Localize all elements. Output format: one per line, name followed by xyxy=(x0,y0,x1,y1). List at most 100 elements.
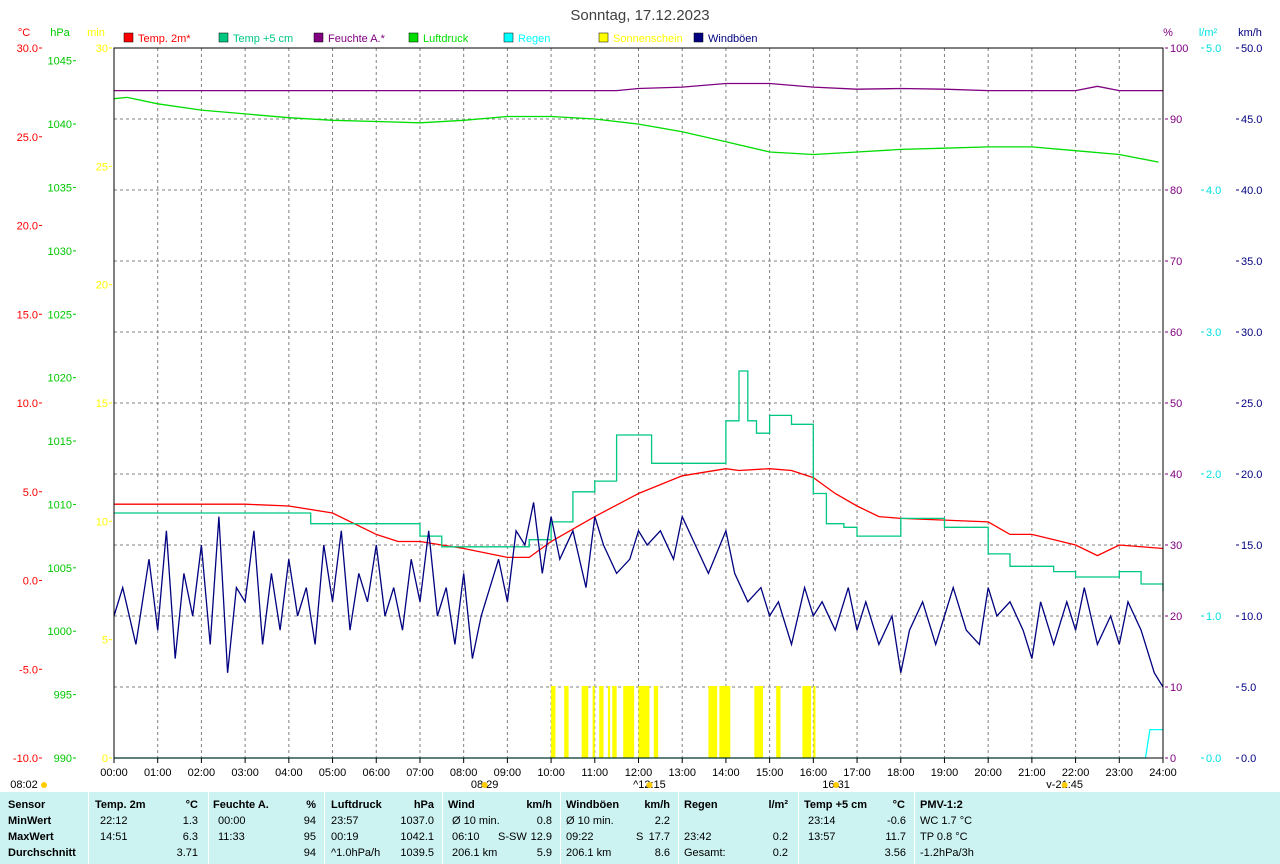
stats-column-separator xyxy=(324,792,325,864)
x-tick-label: 10:00 xyxy=(537,767,565,779)
humidity-value: 94 xyxy=(303,847,316,859)
wind-tick-label: 0.0 xyxy=(1241,753,1256,765)
stats-row-label: MinWert xyxy=(8,815,52,827)
sunshine-bar xyxy=(564,686,569,758)
series-line-feuchte-a- xyxy=(114,82,1163,92)
pressure-tick-label: 1045 xyxy=(48,56,72,68)
rain-label: 23:42 xyxy=(684,831,712,843)
temp-tick-label: -10.0 xyxy=(13,753,38,765)
temp-tick-label: 20.0 xyxy=(17,221,38,233)
series-line-temp-5-cm xyxy=(114,370,1164,592)
legend-swatch xyxy=(408,32,419,43)
gust-label: 206.1 km xyxy=(566,847,612,859)
sunshine-bar xyxy=(708,686,718,758)
stats-row: MaxWert 14:51 6.3 11:33 95 00:19 1042.1 06:10 S-… xyxy=(0,831,1280,847)
temp5-time: 23:14 xyxy=(808,815,836,827)
sunshine-bar xyxy=(612,686,617,758)
sunshine-bar xyxy=(607,686,611,758)
x-tick-label: 09:00 xyxy=(494,767,522,779)
rain-tick-label: 1.0 xyxy=(1206,611,1221,623)
pressure-tick-label: 1030 xyxy=(48,246,72,258)
legend-label: Regen xyxy=(518,33,550,45)
pressure-time: 00:19 xyxy=(331,831,359,843)
stats-column-separator xyxy=(442,792,443,864)
stats-column-separator xyxy=(914,792,915,864)
time-marks: 08:0208:29^12:1516:31v-21:45 xyxy=(10,779,1083,791)
pressure-time: ^1.0hPa/h xyxy=(331,847,381,859)
x-tick-label: 01:00 xyxy=(144,767,172,779)
temp-value: 3.71 xyxy=(176,847,198,859)
x-tick-label: 00:00 xyxy=(100,767,128,779)
sunshine-axis-unit: min xyxy=(87,27,105,39)
time-mark-label: 08:02 xyxy=(10,779,38,791)
rain-tick-label: 5.0 xyxy=(1206,43,1221,55)
wind-tick-label: 10.0 xyxy=(1241,611,1262,623)
wind-tick-label: 45.0 xyxy=(1241,114,1262,126)
x-tick-label: 11:00 xyxy=(581,767,608,779)
axes-labels: °C 30.0 25.0 20.0 15.0 10.0 5.0 0.0 -5.0 -10.0 hPa… xyxy=(13,27,1263,779)
legend-swatch xyxy=(313,32,324,43)
pressure-tick-label: 1015 xyxy=(48,436,72,448)
gust-value: 8.6 xyxy=(654,847,670,859)
stats-header-unit: l/m² xyxy=(768,799,788,811)
humidity-value: 95 xyxy=(303,831,316,843)
x-tick-label: 02:00 xyxy=(188,767,216,779)
time-mark-dot xyxy=(481,782,488,788)
legend-label: Windböen xyxy=(708,33,758,45)
stats-header-label: Temp. 2m xyxy=(95,799,146,811)
chart-title: Sonntag, 17.12.2023 xyxy=(570,7,709,24)
rain-tick-label: 4.0 xyxy=(1206,185,1221,197)
legend-swatch xyxy=(123,32,134,43)
temp-tick-label: 0.0 xyxy=(23,576,38,588)
legend: Temp. 2m* Temp +5 cm Feuchte A.* Luftdruck R… xyxy=(123,32,758,45)
rain-value: 0.2 xyxy=(772,831,788,843)
stats-row-label: Durchschnitt xyxy=(8,847,76,859)
wind-value: 5.9 xyxy=(536,847,552,859)
wind-value: 12.9 xyxy=(530,831,552,843)
temp5-value: 11.7 xyxy=(885,831,906,843)
rain-label: Gesamt: xyxy=(684,847,726,859)
rain-value: 0.2 xyxy=(772,847,788,859)
pressure-tick-label: 1005 xyxy=(48,563,72,575)
gust-value: 2.2 xyxy=(654,815,670,827)
pressure-axis-unit: hPa xyxy=(50,27,70,39)
series-line-windb-en xyxy=(113,502,1164,688)
gust-label: Ø 10 min. xyxy=(566,815,614,827)
sunshine-bar xyxy=(581,686,589,758)
temp-time: 22:12 xyxy=(100,815,128,827)
sunshine-bar xyxy=(813,686,816,758)
temp-value: 1.3 xyxy=(182,815,198,827)
temp-tick-label: 30.0 xyxy=(17,43,38,55)
temp-tick-label: 25.0 xyxy=(17,132,38,144)
x-tick-label: 14:00 xyxy=(712,767,740,779)
series-line-luftdruck xyxy=(113,96,1159,163)
humidity-tick-label: 50 xyxy=(1170,398,1182,410)
sunshine-bar xyxy=(623,686,635,758)
wind-label: 06:10 xyxy=(452,831,480,843)
pressure-tick-label: 1000 xyxy=(48,626,72,638)
stats-header-label: PMV-1:2 xyxy=(920,799,963,811)
temp-value: 6.3 xyxy=(182,831,198,843)
gust-label: 09:22 xyxy=(566,831,594,843)
humidity-tick-label: 30 xyxy=(1170,540,1182,552)
x-tick-label: 08:00 xyxy=(450,767,478,779)
pressure-tick-label: 1020 xyxy=(48,373,72,385)
humidity-time: 00:00 xyxy=(218,815,246,827)
x-tick-label: 19:00 xyxy=(931,767,959,779)
rain-tick-label: 2.0 xyxy=(1206,469,1221,481)
sunshine-bar xyxy=(638,686,650,758)
time-mark-dot xyxy=(833,782,840,788)
sunshine-tick-label: 20 xyxy=(96,280,108,292)
humidity-tick-label: 20 xyxy=(1170,611,1182,623)
wind-tick-label: 50.0 xyxy=(1241,43,1262,55)
rain-axis-unit: l/m² xyxy=(1199,27,1218,39)
temp5-value: -0.6 xyxy=(887,815,906,827)
sunshine-bar xyxy=(754,686,764,758)
pressure-tick-label: 1025 xyxy=(48,309,72,321)
stats-header-unit: °C xyxy=(185,799,198,811)
legend-swatch xyxy=(503,32,514,43)
gust-direction: S xyxy=(636,831,644,843)
stats-header-unit: % xyxy=(306,799,316,811)
stats-header-label: Temp +5 cm xyxy=(804,799,868,811)
stats-header-label: Regen xyxy=(684,799,718,811)
